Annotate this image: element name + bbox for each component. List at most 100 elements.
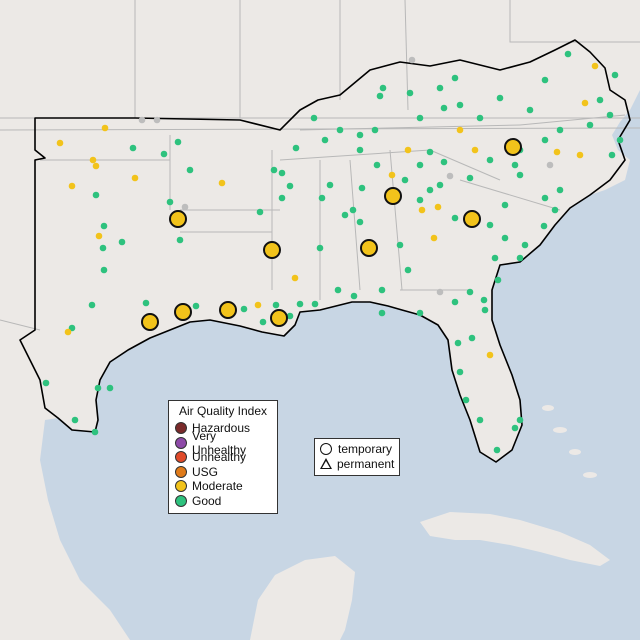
- station-marker[interactable]: [540, 222, 548, 230]
- station-marker[interactable]: [68, 182, 76, 190]
- station-marker[interactable]: [440, 158, 448, 166]
- station-marker[interactable]: [42, 379, 50, 387]
- station-marker[interactable]: [326, 181, 334, 189]
- station-marker[interactable]: [418, 206, 426, 214]
- station-marker[interactable]: [379, 84, 387, 92]
- station-marker[interactable]: [64, 328, 72, 336]
- station-marker[interactable]: [100, 222, 108, 230]
- station-marker[interactable]: [494, 276, 502, 284]
- station-marker[interactable]: [408, 56, 416, 64]
- station-marker[interactable]: [278, 194, 286, 202]
- station-marker[interactable]: [349, 206, 357, 214]
- station-marker[interactable]: [101, 124, 109, 132]
- station-marker[interactable]: [406, 89, 414, 97]
- station-marker[interactable]: [586, 121, 594, 129]
- station-marker[interactable]: [451, 298, 459, 306]
- station-marker[interactable]: [286, 312, 294, 320]
- station-marker[interactable]: [430, 234, 438, 242]
- station-marker[interactable]: [259, 318, 267, 326]
- station-marker[interactable]: [378, 286, 386, 294]
- station-marker[interactable]: [541, 136, 549, 144]
- station-marker[interactable]: [334, 286, 342, 294]
- station-marker[interactable]: [106, 384, 114, 392]
- station-marker[interactable]: [350, 292, 358, 300]
- station-marker[interactable]: [291, 274, 299, 282]
- station-marker[interactable]: [129, 144, 137, 152]
- station-marker[interactable]: [56, 139, 64, 147]
- station-marker[interactable]: [434, 203, 442, 211]
- temporary-station-marker[interactable]: [219, 301, 237, 319]
- station-marker[interactable]: [416, 196, 424, 204]
- station-marker[interactable]: [451, 214, 459, 222]
- station-marker[interactable]: [318, 194, 326, 202]
- station-marker[interactable]: [373, 161, 381, 169]
- station-marker[interactable]: [576, 151, 584, 159]
- station-marker[interactable]: [286, 182, 294, 190]
- station-marker[interactable]: [556, 186, 564, 194]
- station-marker[interactable]: [240, 305, 248, 313]
- station-marker[interactable]: [446, 172, 454, 180]
- station-marker[interactable]: [486, 221, 494, 229]
- station-marker[interactable]: [311, 300, 319, 308]
- station-marker[interactable]: [466, 288, 474, 296]
- station-marker[interactable]: [404, 146, 412, 154]
- station-marker[interactable]: [541, 76, 549, 84]
- station-marker[interactable]: [581, 99, 589, 107]
- station-marker[interactable]: [95, 232, 103, 240]
- station-marker[interactable]: [192, 302, 200, 310]
- station-marker[interactable]: [396, 241, 404, 249]
- station-marker[interactable]: [278, 169, 286, 177]
- station-marker[interactable]: [476, 114, 484, 122]
- station-marker[interactable]: [292, 144, 300, 152]
- station-marker[interactable]: [516, 416, 524, 424]
- station-marker[interactable]: [256, 208, 264, 216]
- station-marker[interactable]: [270, 166, 278, 174]
- station-marker[interactable]: [486, 156, 494, 164]
- temporary-station-marker[interactable]: [141, 313, 159, 331]
- station-marker[interactable]: [341, 211, 349, 219]
- station-marker[interactable]: [486, 351, 494, 359]
- station-marker[interactable]: [371, 126, 379, 134]
- station-marker[interactable]: [456, 126, 464, 134]
- station-marker[interactable]: [91, 428, 99, 436]
- station-marker[interactable]: [476, 416, 484, 424]
- station-marker[interactable]: [551, 206, 559, 214]
- station-marker[interactable]: [496, 94, 504, 102]
- station-marker[interactable]: [480, 296, 488, 304]
- station-marker[interactable]: [606, 111, 614, 119]
- station-marker[interactable]: [416, 309, 424, 317]
- station-marker[interactable]: [456, 101, 464, 109]
- station-marker[interactable]: [100, 266, 108, 274]
- station-marker[interactable]: [526, 106, 534, 114]
- station-marker[interactable]: [501, 201, 509, 209]
- station-marker[interactable]: [89, 156, 97, 164]
- station-marker[interactable]: [556, 126, 564, 134]
- station-marker[interactable]: [296, 300, 304, 308]
- temporary-station-marker[interactable]: [174, 303, 192, 321]
- station-marker[interactable]: [99, 244, 107, 252]
- station-marker[interactable]: [416, 161, 424, 169]
- temporary-station-marker[interactable]: [169, 210, 187, 228]
- station-marker[interactable]: [316, 244, 324, 252]
- station-marker[interactable]: [493, 446, 501, 454]
- station-marker[interactable]: [451, 74, 459, 82]
- station-marker[interactable]: [88, 301, 96, 309]
- station-marker[interactable]: [186, 166, 194, 174]
- station-marker[interactable]: [426, 148, 434, 156]
- station-marker[interactable]: [131, 174, 139, 182]
- station-marker[interactable]: [456, 368, 464, 376]
- station-marker[interactable]: [436, 288, 444, 296]
- station-marker[interactable]: [71, 416, 79, 424]
- station-marker[interactable]: [404, 266, 412, 274]
- station-marker[interactable]: [591, 62, 599, 70]
- temporary-station-marker[interactable]: [384, 187, 402, 205]
- station-marker[interactable]: [462, 396, 470, 404]
- temporary-station-marker[interactable]: [270, 309, 288, 327]
- station-marker[interactable]: [166, 198, 174, 206]
- station-marker[interactable]: [466, 174, 474, 182]
- station-marker[interactable]: [454, 339, 462, 347]
- station-marker[interactable]: [541, 194, 549, 202]
- station-marker[interactable]: [401, 176, 409, 184]
- station-marker[interactable]: [138, 116, 146, 124]
- station-marker[interactable]: [416, 114, 424, 122]
